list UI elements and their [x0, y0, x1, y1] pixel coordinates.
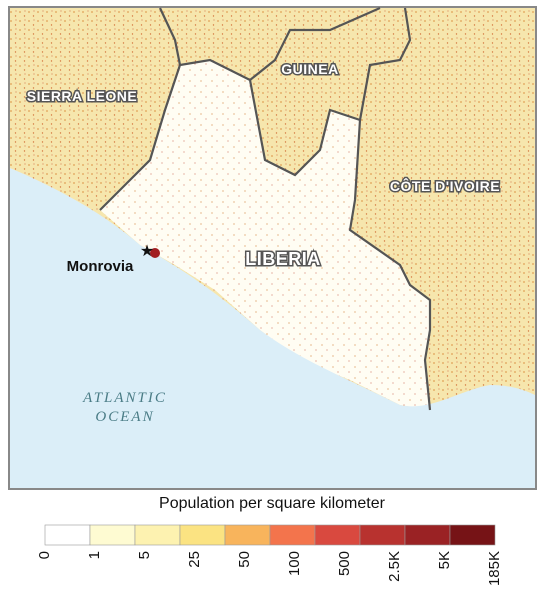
ocean-label: ATLANTIC: [82, 390, 167, 406]
legend-tick-label: 25: [186, 551, 203, 568]
liberia-area: [100, 60, 430, 410]
legend-swatch: [134, 524, 181, 546]
capital-star: ★: [140, 243, 154, 260]
city-area: [150, 248, 160, 258]
city-label: Monrovia: [67, 258, 134, 275]
legend-swatch: [89, 524, 136, 546]
map: ★ SIERRA LEONE GUINEA CÔTE D'IVOIRE LIBE…: [10, 6, 535, 488]
map-frame: [8, 6, 537, 490]
legend-swatch: [269, 524, 316, 546]
legend-swatch: [314, 524, 361, 546]
legend-title: Population per square kilometer: [159, 495, 386, 512]
country-label: SIERRA LEONE: [27, 88, 138, 104]
legend: 0 1 5 25 50 100 500 2.5K 5K 185K: [36, 524, 503, 586]
legend-swatch: [404, 524, 451, 546]
legend-tick-label: 100: [286, 551, 303, 576]
border: [159, 6, 412, 121]
legend-tick-label: 5: [136, 551, 153, 559]
legend-tick-label: 5K: [436, 551, 453, 569]
legend-tick-label: 50: [236, 551, 253, 568]
ocean: [10, 168, 535, 488]
legend-swatch: [179, 524, 226, 546]
legend-swatch: [44, 524, 91, 546]
country-label: CÔTE D'IVOIRE: [390, 177, 500, 194]
country-label: GUINEA: [281, 61, 338, 77]
legend-tick-label: 185K: [486, 551, 503, 586]
legend-tick-label: 2.5K: [386, 551, 403, 582]
legend-tick-label: 1: [86, 551, 103, 559]
legend-swatch: [224, 524, 271, 546]
country-label: LIBERIA: [245, 249, 321, 269]
legend-tick-label: 0: [36, 551, 53, 559]
legend-tick-label: 500: [336, 551, 353, 576]
legend-swatch: [359, 524, 406, 546]
legend-swatch: [449, 524, 496, 546]
ocean-label: OCEAN: [95, 409, 154, 425]
